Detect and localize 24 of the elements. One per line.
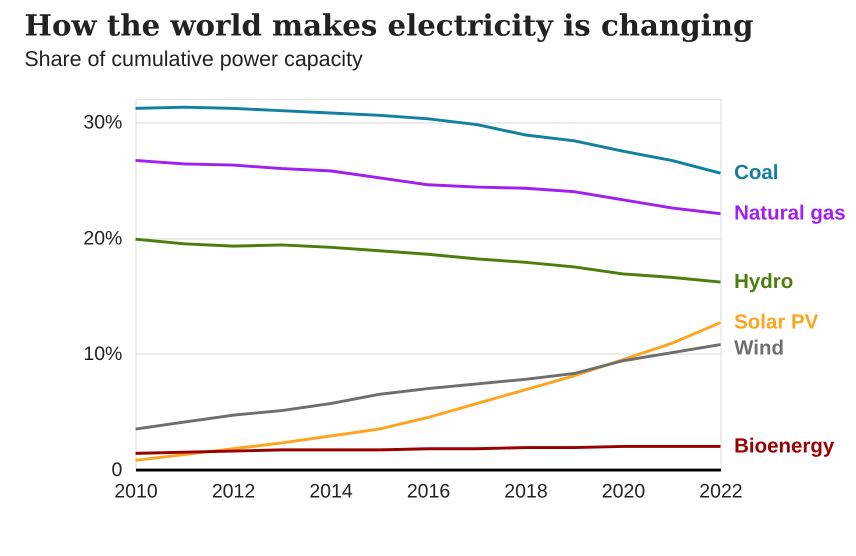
chart-title: How the world makes electricity is changing: [24, 8, 754, 43]
line-series: [134, 106, 722, 175]
line-series: [134, 343, 722, 431]
y-tick-label: 10%: [83, 343, 122, 366]
series-label: Coal: [734, 161, 778, 184]
x-tick-label: 2014: [309, 480, 353, 502]
line-series: [134, 158, 722, 216]
line-series: [134, 238, 722, 284]
series-label: Hydro: [734, 270, 794, 293]
series-label: Wind: [734, 336, 784, 360]
x-tick-label: 2018: [504, 480, 548, 502]
x-tick-label: 2016: [406, 480, 450, 502]
chart-subtitle: Share of cumulative power capacity: [24, 46, 364, 71]
x-tick-label: 2012: [212, 480, 256, 502]
series-label: Bioenergy: [734, 434, 835, 458]
series-label: Solar PV: [734, 310, 819, 334]
series-label: Natural gas: [734, 202, 846, 225]
x-tick-label: 2022: [699, 480, 743, 502]
y-tick-label: 30%: [83, 112, 122, 134]
x-tick-label: 2020: [602, 480, 646, 502]
x-tick-label: 2010: [114, 480, 158, 502]
y-tick-label: 0: [112, 458, 123, 481]
line-series: [134, 444, 722, 455]
y-tick-label: 20%: [83, 227, 122, 250]
